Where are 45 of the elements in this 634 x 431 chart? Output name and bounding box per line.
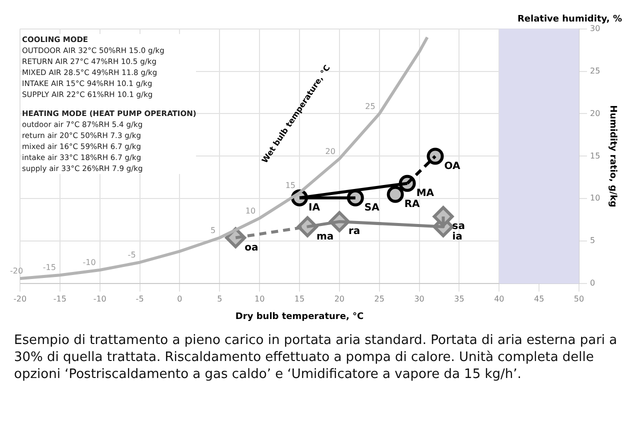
y-tick-label: 0 <box>590 278 596 288</box>
y-tick-label: 30 <box>590 24 600 33</box>
y-tick-label: 10 <box>590 194 600 203</box>
x-tick-label: 40 <box>494 294 504 304</box>
x-tick-label: 5 <box>217 294 222 304</box>
annotation: -10 <box>82 258 96 268</box>
x-tick-label: 30 <box>414 294 424 304</box>
annotation: ra <box>348 226 360 238</box>
annotation: MA <box>416 188 434 199</box>
x-tick-label: -5 <box>136 294 144 304</box>
chart-title: Relative humidity, % <box>517 14 622 25</box>
x-axis-title: Dry bulb temperature, °C <box>235 312 364 322</box>
x-tick-label: 10 <box>254 294 265 304</box>
annotation: oa <box>244 242 258 254</box>
annotation: RA <box>404 199 420 210</box>
y-tick-label: 5 <box>590 236 596 246</box>
y-axis-title: Humidity ratio, g/kg <box>607 105 618 208</box>
annotation: OA <box>444 160 461 172</box>
y-tick-label: 15 <box>590 151 600 160</box>
text: Esempio di trattamento a pieno carico in portata aria standard. Portata di aria esterna pari a 30% di quella trattata. Riscaldamento effettuato a pompa di calore. Unità completa delle opzioni ‘Postriscaldamento a gas caldo’ e ‘Umidificatore a vapore da 15 kg/h’. <box>13 332 618 383</box>
annotation: -5 <box>128 250 136 260</box>
x-tick-label: 25 <box>374 294 384 304</box>
x-tick-label: 15 <box>294 294 305 304</box>
annotation: 20 <box>325 146 336 156</box>
annotation: ia <box>452 231 462 242</box>
annotation: SA <box>364 202 380 214</box>
annotation: sa <box>452 221 465 232</box>
annotation: 5 <box>210 226 216 235</box>
x-tick-label: 50 <box>574 294 584 304</box>
annotation: 10 <box>245 206 256 216</box>
y-tick-label: 25 <box>590 66 600 76</box>
y-tick-label: 20 <box>590 108 600 118</box>
x-tick-label: -10 <box>93 294 106 304</box>
annotation: ma <box>316 231 334 242</box>
x-tick-label: -20 <box>13 294 27 304</box>
annotation: 15 <box>285 180 296 190</box>
x-tick-label: 45 <box>534 294 544 304</box>
x-tick-label: 20 <box>334 294 345 304</box>
x-tick-label: 35 <box>454 294 464 304</box>
annotation: -15 <box>42 263 56 272</box>
x-tick-label: -15 <box>53 294 66 304</box>
annotation: 25 <box>365 102 376 111</box>
x-tick-label: 0 <box>177 294 182 304</box>
annotation: -20 <box>10 266 24 276</box>
annotation: IA <box>308 202 320 214</box>
